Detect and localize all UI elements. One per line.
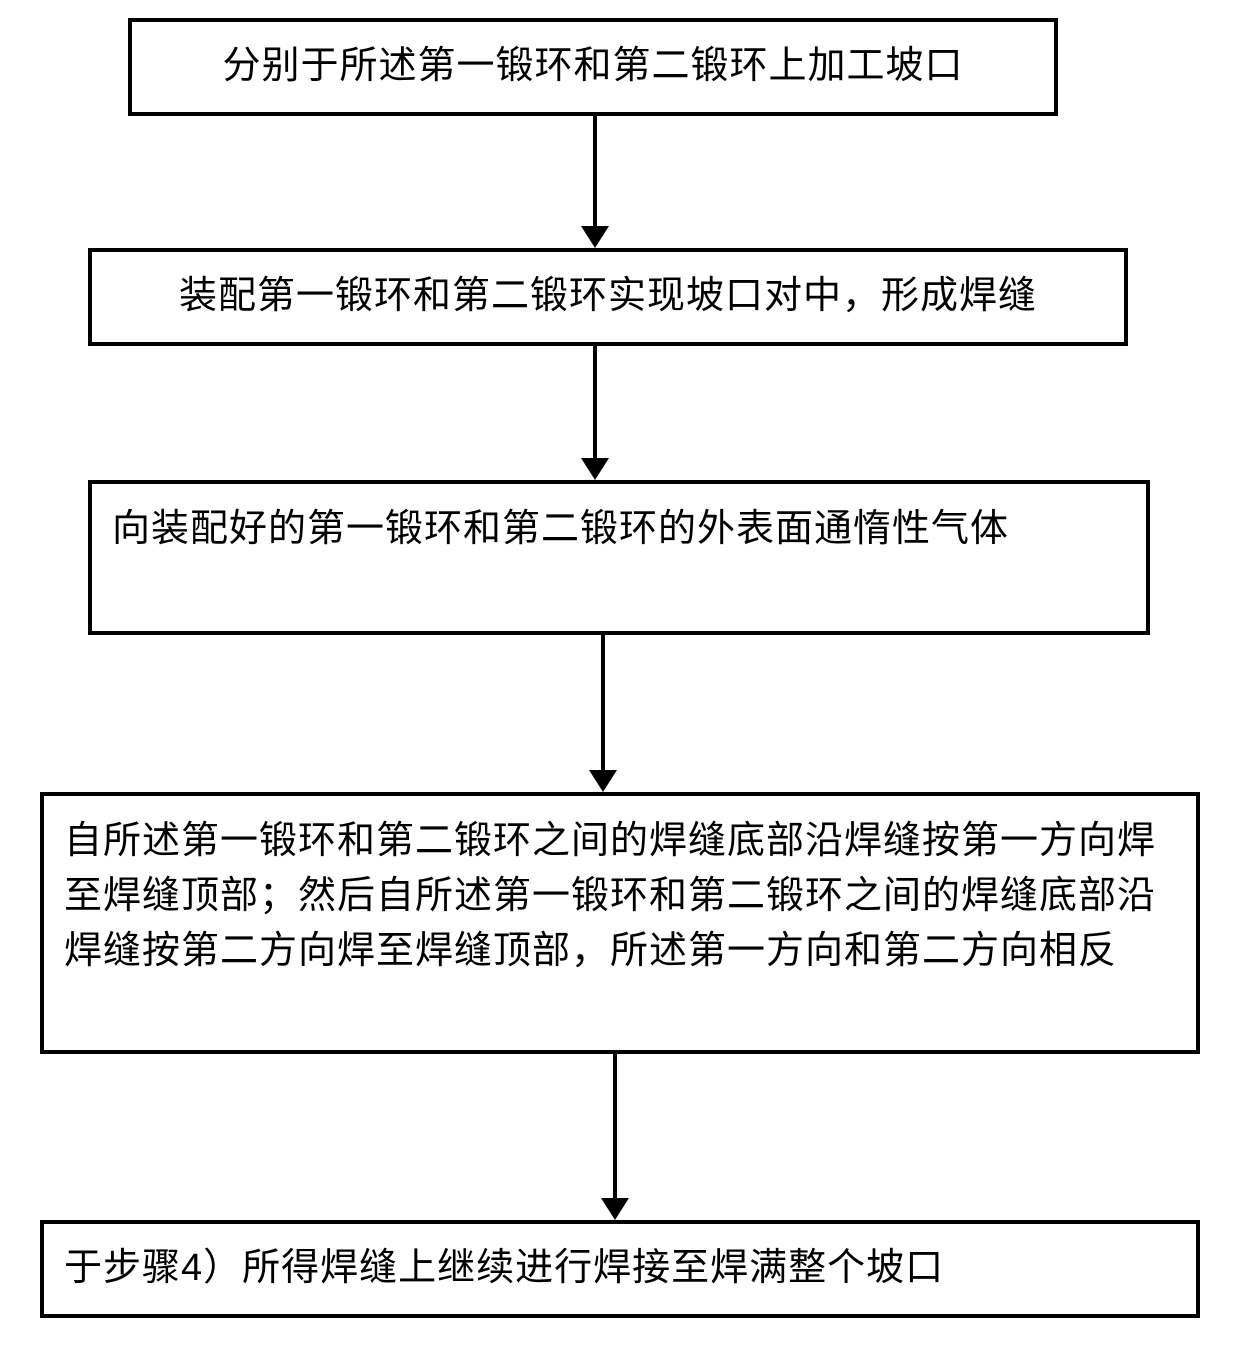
flowchart-step-5-text: 于步骤4）所得焊缝上继续进行焊接至焊满整个坡口 (64, 1241, 944, 1296)
flowchart-step-1: 分别于所述第一锻环和第二锻环上加工坡口 (128, 18, 1058, 116)
flowchart-step-2: 装配第一锻环和第二锻环实现坡口对中，形成焊缝 (88, 248, 1128, 346)
flowchart-step-3: 向装配好的第一锻环和第二锻环的外表面通惰性气体 (88, 480, 1150, 635)
flowchart-step-4: 自所述第一锻环和第二锻环之间的焊缝底部沿焊缝按第一方向焊至焊缝顶部；然后自所述第… (40, 792, 1200, 1054)
flowchart-step-5: 于步骤4）所得焊缝上继续进行焊接至焊满整个坡口 (40, 1220, 1200, 1318)
flowchart-step-1-text: 分别于所述第一锻环和第二锻环上加工坡口 (222, 39, 963, 94)
flowchart-container: 分别于所述第一锻环和第二锻环上加工坡口 装配第一锻环和第二锻环实现坡口对中，形成… (0, 0, 1240, 1353)
flowchart-step-3-text: 向装配好的第一锻环和第二锻环的外表面通惰性气体 (112, 502, 1009, 557)
flowchart-step-4-text: 自所述第一锻环和第二锻环之间的焊缝底部沿焊缝按第一方向焊至焊缝顶部；然后自所述第… (64, 814, 1176, 979)
flowchart-step-2-text: 装配第一锻环和第二锻环实现坡口对中，形成焊缝 (179, 269, 1037, 324)
